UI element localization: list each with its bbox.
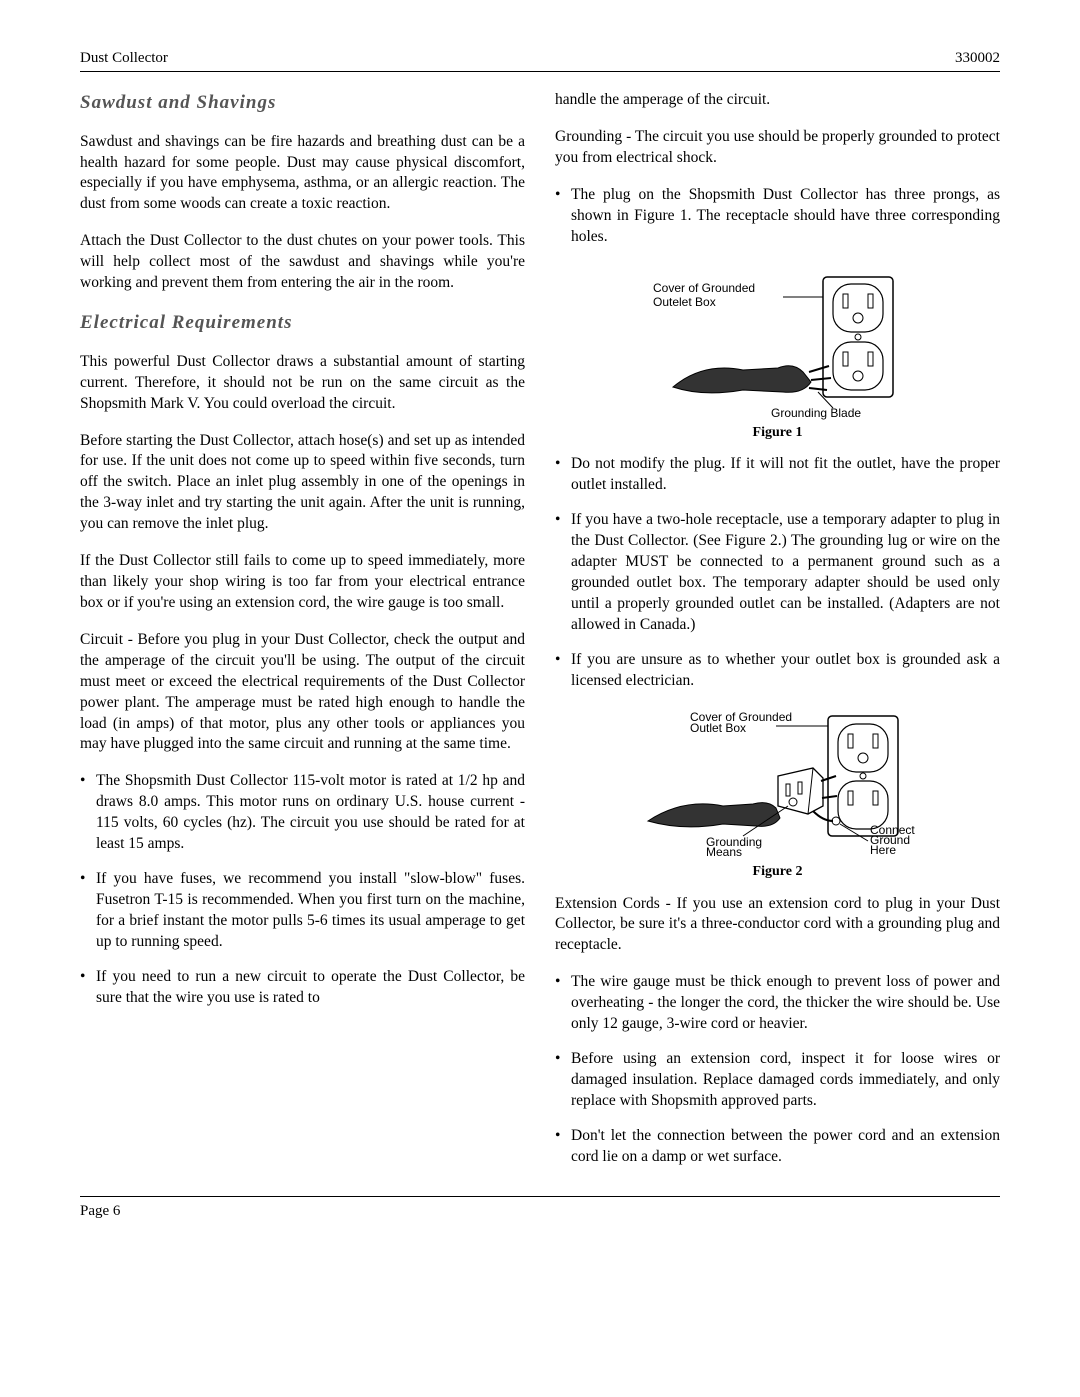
outlet-diagram-icon: Cover of Grounded Outelet Box Grounding … (633, 262, 923, 422)
page-header: Dust Collector 330002 (80, 50, 1000, 67)
paragraph: Before starting the Dust Collector, atta… (80, 431, 525, 536)
header-right: 330002 (955, 50, 1000, 67)
page-number: Page 6 (80, 1203, 120, 1219)
bullet-list: Do not modify the plug. If it will not f… (555, 454, 1000, 691)
figure-caption: Figure 1 (555, 424, 1000, 443)
paragraph: Sawdust and shavings can be fire hazards… (80, 132, 525, 216)
list-item: If you need to run a new circuit to oper… (80, 967, 525, 1009)
bullet-list: The wire gauge must be thick enough to p… (555, 972, 1000, 1167)
paragraph: Extension Cords - If you use an extensio… (555, 894, 1000, 957)
paragraph: If the Dust Collector still fails to com… (80, 551, 525, 614)
bullet-list: The plug on the Shopsmith Dust Collector… (555, 185, 1000, 248)
paragraph: Attach the Dust Collector to the dust ch… (80, 231, 525, 294)
adapter-diagram-icon: Cover of Grounded Outlet Box Grounding M… (628, 706, 928, 861)
figure-label: Grounding Blade (771, 406, 861, 420)
figure-caption: Figure 2 (555, 863, 1000, 882)
section-title-electrical: Electrical Requirements (80, 310, 525, 336)
figure-label: Outlet Box (690, 721, 746, 735)
figure-label: Cover of Grounded (653, 281, 755, 295)
figure-1: Cover of Grounded Outelet Box Grounding … (555, 262, 1000, 443)
figure-2: Cover of Grounded Outlet Box Grounding M… (555, 706, 1000, 882)
bullet-list: The Shopsmith Dust Collector 115-volt mo… (80, 771, 525, 1008)
figure-label: Here (870, 843, 896, 857)
paragraph: Grounding - The circuit you use should b… (555, 127, 1000, 169)
content-columns: Sawdust and Shavings Sawdust and shaving… (80, 90, 1000, 1182)
list-item: Before using an extension cord, inspect … (555, 1049, 1000, 1112)
figure-label: Outelet Box (653, 295, 716, 309)
paragraph: Circuit - Before you plug in your Dust C… (80, 630, 525, 756)
left-column: Sawdust and Shavings Sawdust and shaving… (80, 90, 525, 1182)
list-item: The Shopsmith Dust Collector 115-volt mo… (80, 771, 525, 855)
right-column: handle the amperage of the circuit. Grou… (555, 90, 1000, 1182)
list-item: If you have a two-hole receptacle, use a… (555, 510, 1000, 636)
paragraph: This powerful Dust Collector draws a sub… (80, 352, 525, 415)
list-item: Do not modify the plug. If it will not f… (555, 454, 1000, 496)
list-item: Don't let the connection between the pow… (555, 1126, 1000, 1168)
section-title-sawdust: Sawdust and Shavings (80, 90, 525, 116)
list-item: The plug on the Shopsmith Dust Collector… (555, 185, 1000, 248)
paragraph: handle the amperage of the circuit. (555, 90, 1000, 111)
figure-label: Means (706, 845, 742, 859)
list-item: The wire gauge must be thick enough to p… (555, 972, 1000, 1035)
footer-rule (80, 1196, 1000, 1197)
list-item: If you have fuses, we recommend you inst… (80, 869, 525, 953)
header-rule (80, 71, 1000, 72)
page-footer: Page 6 (80, 1203, 1000, 1220)
list-item: If you are unsure as to whether your out… (555, 650, 1000, 692)
header-left: Dust Collector (80, 50, 168, 67)
